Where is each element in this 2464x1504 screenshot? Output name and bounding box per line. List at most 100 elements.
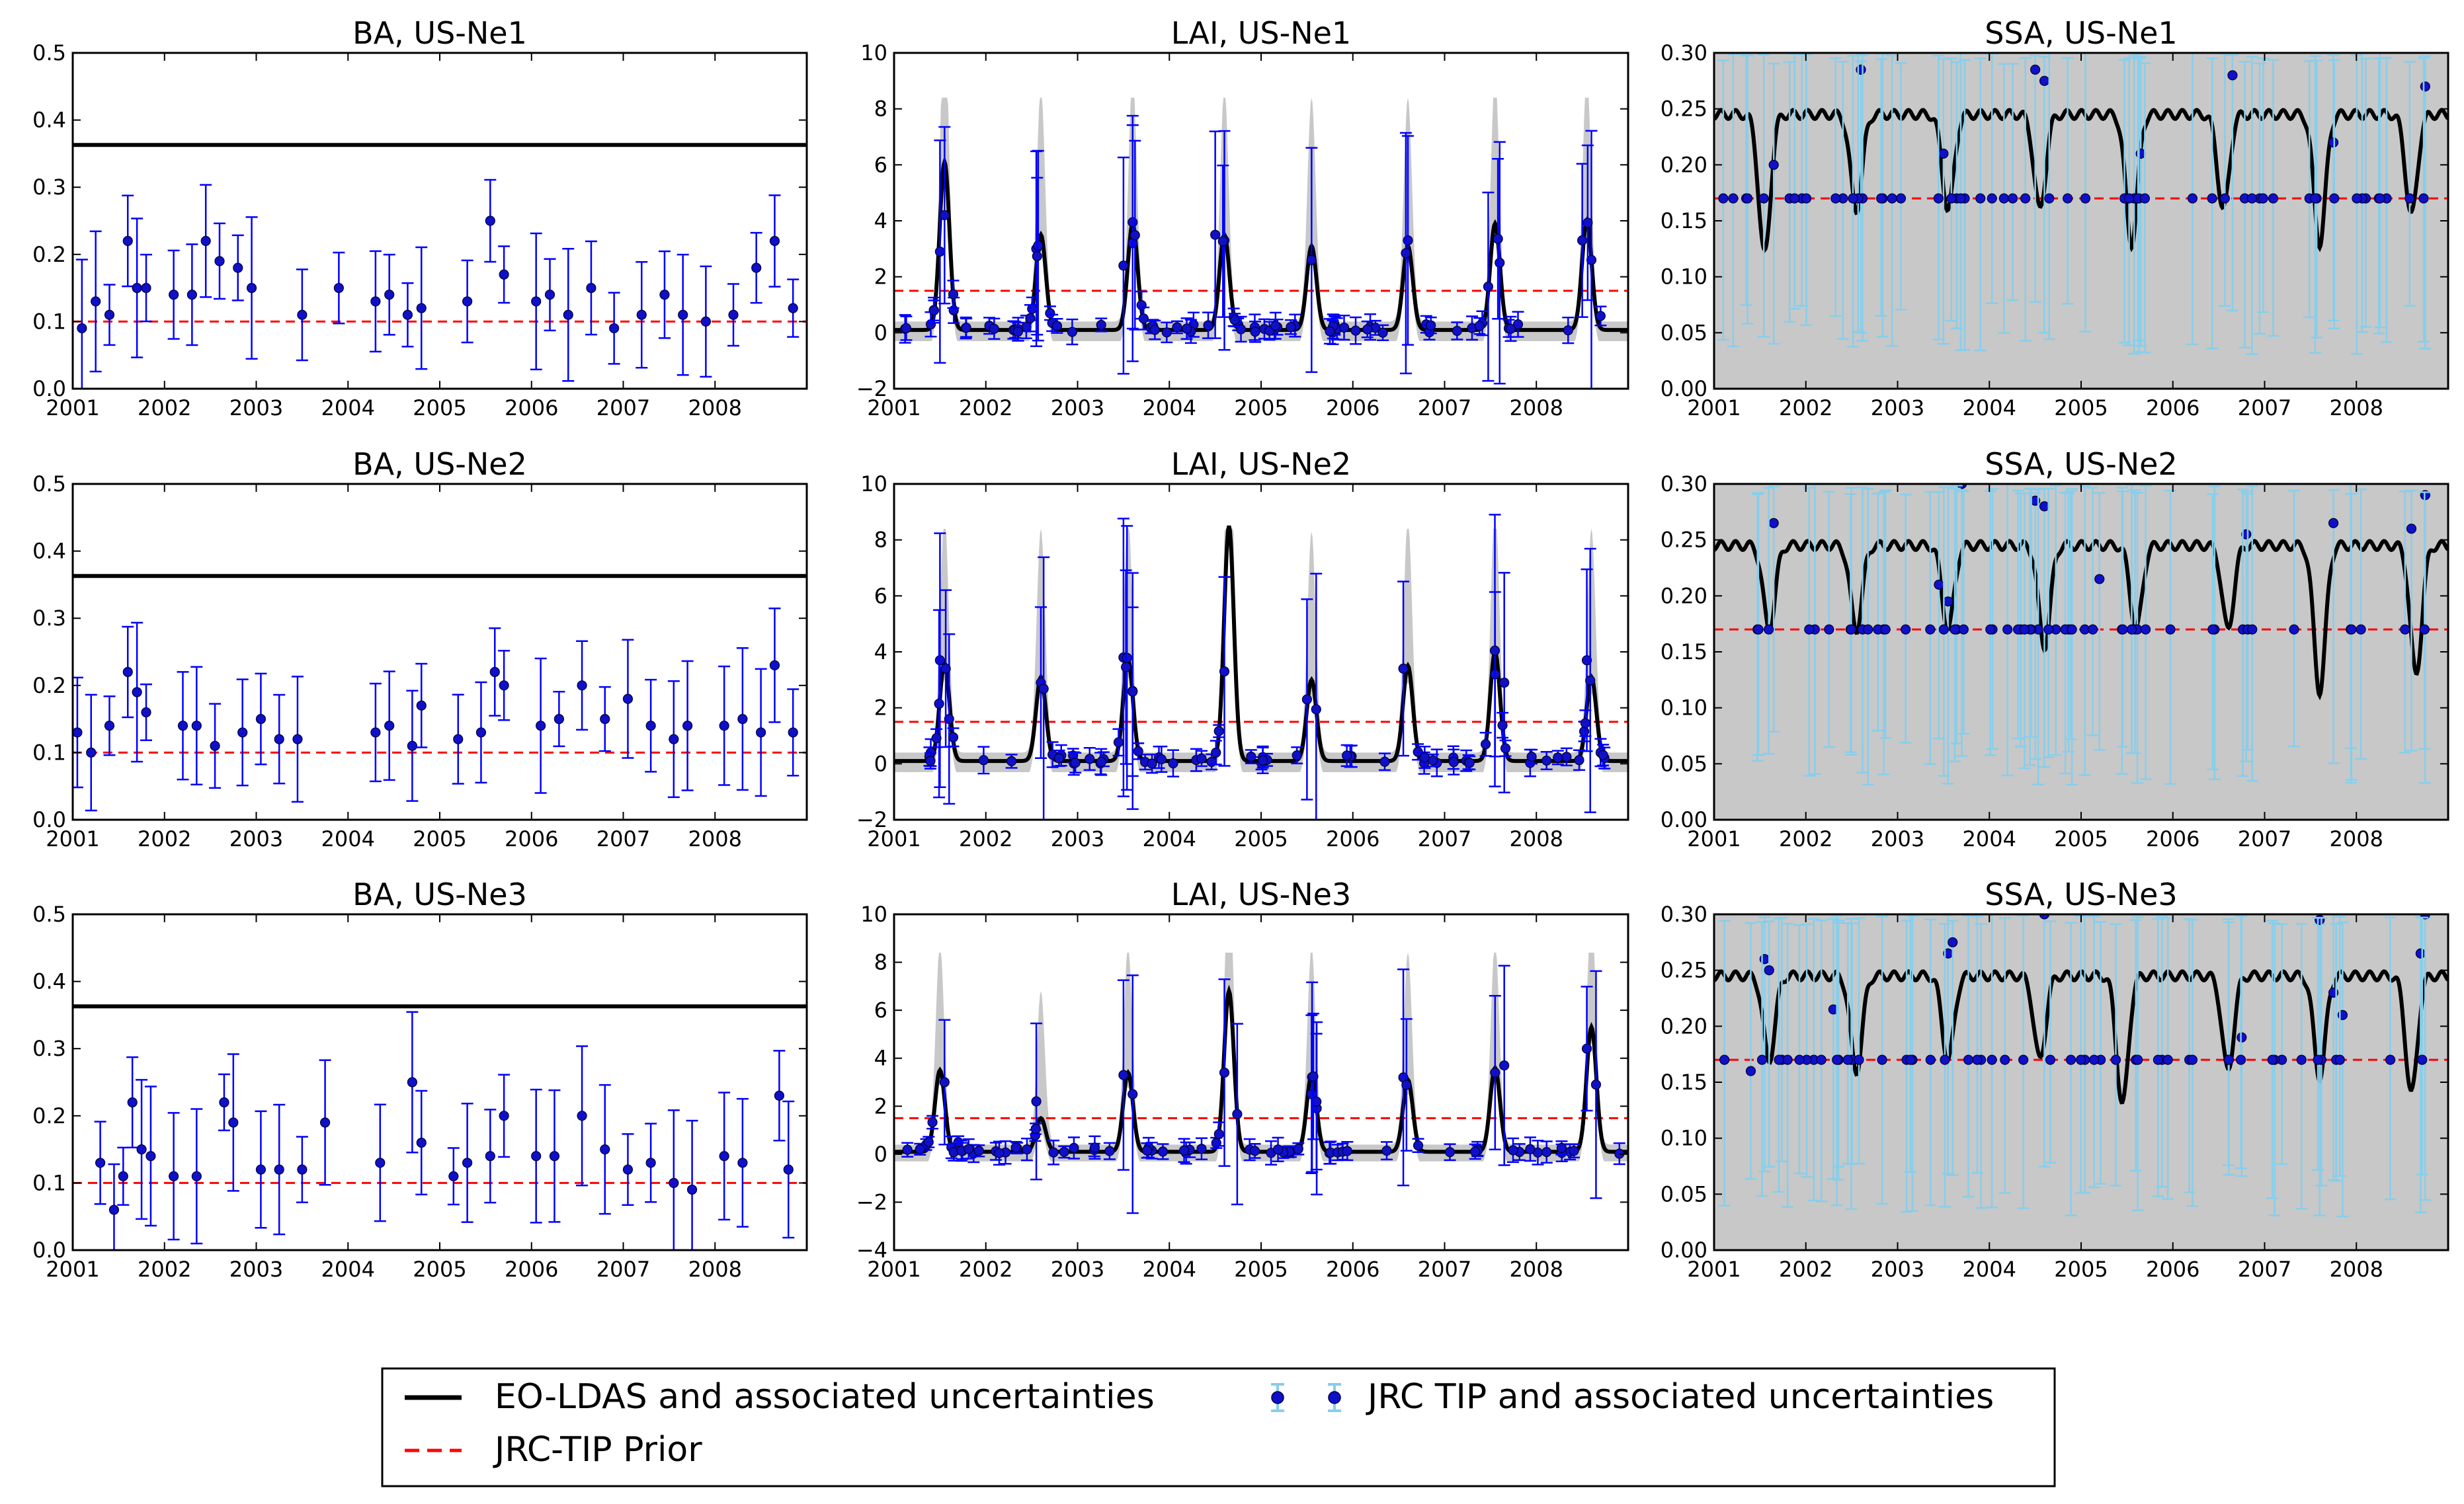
tip-data-point: [1250, 327, 1260, 337]
tip-data-point: [669, 1177, 679, 1189]
tip-data-point: [1032, 251, 1042, 262]
x-tick-label: 2006: [1326, 1257, 1379, 1282]
axes-frame: [71, 52, 808, 390]
tip-data-point: [132, 687, 142, 697]
y-tick-label: 0.1: [32, 740, 66, 765]
y-tick-label: 0.05: [1661, 751, 1707, 776]
tip-data-point: [719, 721, 729, 731]
tip-data-point: [1933, 193, 1944, 204]
tip-data-point: [1089, 1142, 1100, 1153]
tip-data-point: [2404, 193, 2415, 204]
y-tick-label: 0.15: [1661, 639, 1707, 664]
x-tick-label: 2008: [2330, 1257, 2383, 1282]
y-tick-label: 0.4: [32, 539, 66, 564]
tip-data-point: [402, 309, 413, 320]
tip-data-point: [141, 283, 151, 294]
tip-data-point: [1500, 743, 1511, 754]
x-tick-label: 2007: [2238, 395, 2291, 420]
tip-data-point: [923, 1136, 934, 1148]
tip-data-point: [475, 727, 487, 738]
tip-data-point: [2030, 64, 2041, 75]
tip-data-point: [2110, 1054, 2121, 1065]
tip-data-point: [319, 1117, 331, 1128]
x-tick-label: 2007: [596, 395, 650, 420]
tip-data-point: [1051, 321, 1063, 331]
y-tick-label: −2: [856, 376, 887, 401]
tip-data-point: [448, 1171, 459, 1181]
y-tick-label: 0.1: [32, 309, 66, 334]
tip-data-point: [1745, 1066, 1756, 1076]
y-tick-label: 0: [874, 320, 887, 345]
chart-title: BA, US-Ne3: [352, 877, 527, 912]
tip-data-point: [118, 1171, 128, 1181]
tip-data-point: [1480, 739, 1491, 750]
y-tick-label: 0.15: [1661, 1070, 1707, 1095]
tip-data-point: [73, 727, 83, 738]
chart-panel-ba-us-ne2: BA, US-Ne2 2001 2002 2003 2004 2005 2006 2007 20…: [32, 446, 808, 851]
tip-data-point: [297, 1164, 308, 1175]
tip-data-point: [2165, 624, 2176, 635]
tip-data-point: [1379, 756, 1390, 767]
y-tick-label: 0.00: [1661, 376, 1707, 401]
tip-data-point: [783, 1164, 794, 1175]
tip-data-point: [1938, 624, 1949, 635]
tip-data-point: [2315, 914, 2325, 926]
tip-data-point: [678, 309, 688, 320]
tip-data-point: [964, 1144, 974, 1154]
tip-data-point: [1381, 1146, 1392, 1156]
tip-data-point: [370, 727, 381, 738]
tip-data-point: [1574, 755, 1584, 766]
x-tick-label: 2008: [2330, 395, 2383, 420]
tip-data-point: [1128, 1089, 1138, 1099]
tip-data-point: [1586, 255, 1597, 265]
tip-data-point: [934, 698, 944, 709]
tip-data-point: [1972, 1054, 1983, 1065]
x-tick-label: 2008: [1510, 1257, 1563, 1282]
x-tick-label: 2001: [867, 395, 921, 420]
tip-data-point: [1563, 325, 1573, 336]
tip-data-point: [1490, 1067, 1500, 1078]
tip-data-point: [2227, 70, 2238, 81]
x-tick-label: 2008: [688, 826, 742, 851]
tip-data-point: [384, 721, 395, 731]
tip-data-point: [407, 740, 417, 751]
tip-data-point: [622, 693, 634, 704]
tip-data-point: [1804, 624, 1815, 635]
tip-data-point: [989, 323, 999, 334]
tip-data-point: [1210, 229, 1221, 240]
y-tick-label: 0.10: [1661, 264, 1707, 290]
tip-data-point: [1138, 313, 1149, 324]
tip-data-point: [1211, 747, 1221, 758]
y-tick-label: 0.2: [32, 242, 66, 267]
tip-data-point: [274, 1164, 284, 1175]
eo-ldas-uncertainty-band: [894, 97, 1628, 342]
x-tick-label: 2003: [229, 395, 283, 420]
y-tick-label: 0.00: [1661, 1238, 1707, 1263]
x-tick-label: 2004: [1143, 826, 1196, 851]
tip-data-point: [2187, 1054, 2198, 1065]
tip-data-point: [1398, 663, 1409, 674]
x-tick-label: 2006: [1326, 395, 1379, 420]
tip-data-point: [1128, 686, 1138, 697]
tip-data-point: [1556, 1142, 1567, 1153]
tip-data-point: [1901, 624, 1911, 635]
tip-data-point: [928, 305, 939, 316]
tip-data-point: [1493, 233, 1503, 244]
tip-data-point: [1577, 235, 1588, 246]
tip-data-point: [136, 1144, 147, 1155]
x-tick-label: 2001: [1687, 1257, 1741, 1282]
tip-data-point: [544, 290, 555, 300]
y-tick-label: 0.2: [32, 1103, 66, 1128]
chart-panel-ssa-us-ne3: SSA, US-Ne3 2001 2002 2003 2004 2005 2006 2007 2…: [1661, 877, 2449, 1282]
x-tick-label: 2006: [2146, 395, 2199, 420]
tip-data-point: [600, 1144, 610, 1155]
tip-data-point: [1887, 193, 1897, 204]
legend-tip-swatch: [1271, 1383, 1341, 1412]
x-tick-label: 2002: [959, 395, 1012, 420]
y-tick-label: 0.25: [1661, 97, 1707, 122]
x-tick-label: 2006: [1326, 826, 1379, 851]
tip-data-point: [1219, 1067, 1230, 1078]
y-tick-label: 8: [874, 97, 887, 122]
x-tick-label: 2007: [1418, 1257, 1471, 1282]
